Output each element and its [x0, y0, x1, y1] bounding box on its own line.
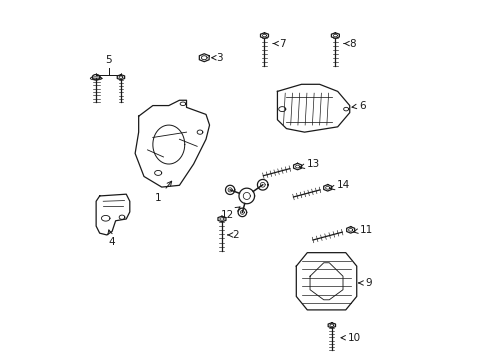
Text: 3: 3	[217, 53, 223, 63]
Text: 6: 6	[352, 100, 366, 111]
Text: 5: 5	[105, 55, 112, 65]
Text: 13: 13	[300, 159, 320, 169]
Text: 1: 1	[155, 181, 172, 203]
Text: 14: 14	[330, 180, 350, 190]
Text: 4: 4	[108, 230, 116, 247]
Text: 9: 9	[359, 278, 371, 288]
Text: 8: 8	[344, 39, 356, 49]
Text: 2: 2	[232, 230, 239, 240]
Text: 7: 7	[273, 39, 285, 49]
Text: 11: 11	[353, 225, 373, 235]
Text: 10: 10	[341, 333, 361, 343]
Text: 12: 12	[220, 207, 240, 220]
